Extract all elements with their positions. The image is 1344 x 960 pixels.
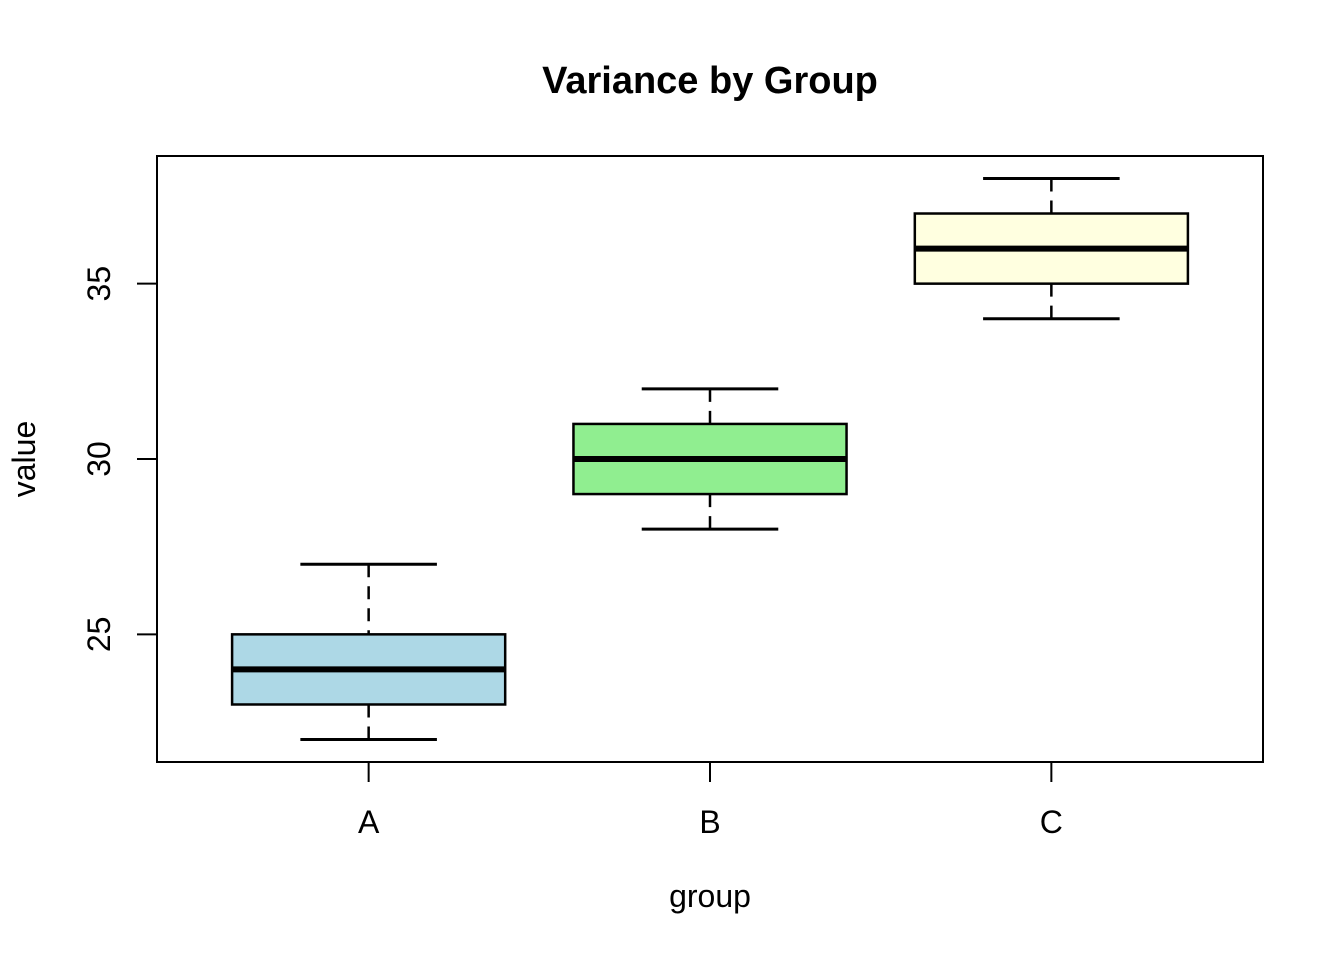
x-tick-label: C (1040, 804, 1063, 840)
y-tick-label: 35 (81, 266, 117, 302)
x-tick-label: A (358, 804, 380, 840)
boxplot-boxes (230, 176, 1190, 742)
x-tick-label: B (699, 804, 720, 840)
box-group-B (572, 387, 848, 531)
box-group-C (913, 176, 1190, 321)
x-axis: A B C (358, 762, 1063, 840)
x-axis-label: group (669, 878, 751, 914)
box-group-A (230, 562, 507, 742)
y-tick-label: 30 (81, 441, 117, 477)
y-axis: 25 30 35 (81, 266, 157, 652)
chart-title: Variance by Group (542, 60, 878, 102)
y-axis-label: value (6, 421, 42, 498)
y-tick-label: 25 (81, 617, 117, 653)
